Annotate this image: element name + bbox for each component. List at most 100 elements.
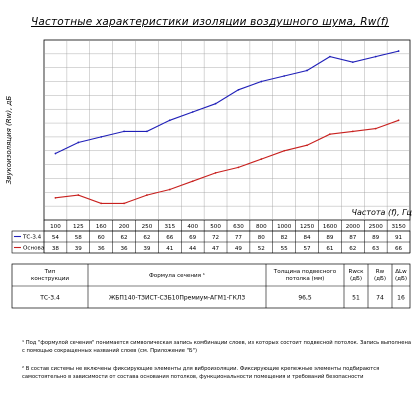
cell-formula: ЖБП140-ТЗИСТ-СЗБ10Премиум-АГМ1-ГКЛ3 [109, 295, 246, 302]
cell-type: ТС-3.4 [39, 295, 60, 302]
header-rwcs: Rwск (дБ) [349, 269, 365, 282]
cell-rwcs: 51 [352, 295, 360, 302]
x-tick-label: 160 [96, 224, 107, 230]
data-point [283, 149, 286, 152]
value-label: 66 [395, 246, 403, 252]
value-label: 87 [349, 235, 357, 241]
data-point [374, 55, 377, 58]
value-label: 84 [304, 235, 312, 241]
x-axis-label: Частота (f), Гц [351, 208, 413, 217]
data-point [100, 136, 103, 138]
cell-rw: 74 [376, 295, 384, 302]
x-tick-label: 1000 [277, 224, 292, 230]
x-tick-label: 2500 [369, 224, 384, 230]
data-point [397, 50, 400, 52]
value-label: 54 [52, 235, 60, 241]
value-label: 62 [143, 235, 150, 241]
value-label: 44 [189, 246, 197, 252]
data-point [123, 202, 125, 205]
footnote-2: ² В состав системы не включены фиксирующ… [22, 366, 380, 380]
value-label: 60 [98, 235, 106, 241]
cell-dlw: 16 [397, 295, 405, 302]
value-label: 62 [121, 235, 128, 241]
value-label: 49 [235, 246, 243, 252]
value-label: 72 [212, 235, 219, 241]
x-tick-label: 2000 [346, 224, 361, 230]
data-point [100, 202, 103, 205]
footnote-1: ¹ Под "формулой сечения" понимается симв… [22, 340, 412, 354]
data-point [214, 172, 217, 174]
data-point [351, 130, 354, 133]
legend-label-1: ТС-3.4 [22, 235, 42, 241]
value-label: 91 [395, 235, 403, 241]
value-label: 58 [75, 235, 83, 241]
value-label: 39 [143, 246, 151, 252]
value-label: 47 [212, 246, 220, 252]
value-label: 80 [258, 235, 266, 241]
data-point [329, 55, 331, 58]
value-label: 63 [372, 246, 380, 252]
value-label: 69 [189, 235, 197, 241]
data-point [260, 80, 263, 83]
value-label: 82 [281, 235, 288, 241]
page-title: Частотные характеристики изоляции воздуш… [30, 16, 390, 28]
header-thickness: Толщина подвесного потолка (мм) [273, 269, 337, 282]
x-tick-label: 200 [119, 224, 130, 230]
data-point [168, 119, 171, 122]
data-point [168, 188, 171, 191]
value-label: 89 [372, 235, 380, 241]
data-point [237, 88, 240, 91]
x-tick-label: 400 [187, 224, 198, 230]
data-point [306, 69, 308, 72]
data-point [146, 130, 148, 133]
value-label: 39 [75, 246, 83, 252]
value-label: 57 [304, 246, 312, 252]
x-tick-label: 3150 [391, 224, 406, 230]
series-line-1 [55, 50, 399, 154]
data-point [191, 180, 194, 183]
data-point [237, 166, 240, 169]
value-label: 41 [166, 246, 174, 252]
header-rw: Rw (дБ) [374, 269, 386, 282]
header-dlw: ΔLw (дБ) [395, 269, 407, 282]
x-tick-label: 1600 [323, 224, 338, 230]
x-tick-label: 315 [164, 224, 175, 230]
data-point [397, 119, 400, 122]
value-label: 61 [326, 246, 334, 252]
data-point [146, 194, 148, 196]
value-label: 52 [258, 246, 265, 252]
data-point [54, 152, 57, 155]
value-label: 55 [281, 246, 289, 252]
data-point [306, 144, 308, 147]
cell-thickness: 96,5 [298, 295, 312, 302]
data-point [77, 141, 80, 144]
data-point [351, 61, 354, 64]
value-label: 36 [98, 246, 106, 252]
data-point [123, 130, 125, 133]
series-line-2 [55, 119, 399, 204]
header-type: Тип конструкции [31, 269, 69, 282]
data-point [260, 158, 263, 160]
value-label: 66 [166, 235, 174, 241]
data-point [329, 133, 331, 136]
legend-label-2: Основа [23, 246, 44, 252]
value-label: 62 [349, 246, 356, 252]
data-point [54, 196, 57, 199]
data-point [214, 102, 217, 105]
x-tick-label: 125 [73, 224, 84, 230]
x-tick-label: 500 [210, 224, 221, 230]
x-tick-label: 800 [256, 224, 267, 230]
value-label: 89 [326, 235, 334, 241]
data-point [77, 194, 80, 196]
x-tick-label: 100 [50, 224, 61, 230]
x-tick-label: 1250 [300, 224, 315, 230]
x-tick-label: 250 [142, 224, 153, 230]
x-tick-label: 630 [233, 224, 244, 230]
value-label: 77 [235, 235, 243, 241]
value-label: 36 [121, 246, 129, 252]
data-point [191, 111, 194, 113]
value-label: 38 [52, 246, 60, 252]
